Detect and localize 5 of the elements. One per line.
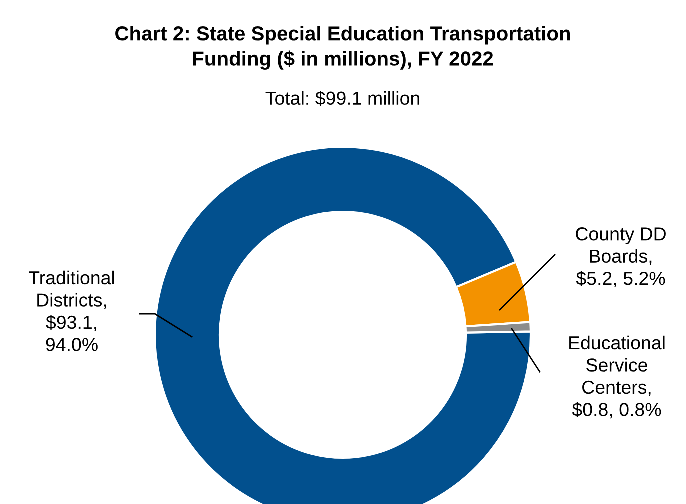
slice-label: Educational Service Centers, $0.8, 0.8% bbox=[570, 336, 665, 419]
slice-label: Traditional Districts, $93.1, 94.0% bbox=[29, 270, 114, 352]
chart-subtitle: Total: $99.1 million bbox=[266, 90, 420, 106]
slice-label: County DD Boards, $5.2, 5.2% bbox=[576, 228, 666, 288]
chart-title: Chart 2: State Special Education Transportation Funding ($ in millions), FY 2022 bbox=[116, 26, 570, 70]
